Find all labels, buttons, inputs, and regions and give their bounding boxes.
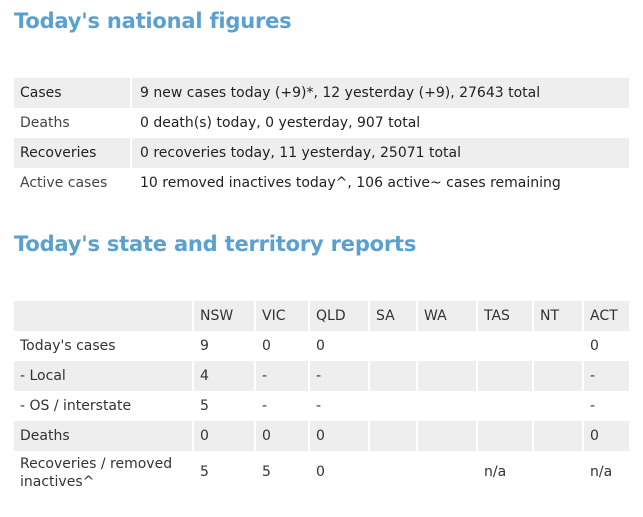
table-cell [532, 451, 582, 493]
table-cell [532, 361, 582, 391]
table-cell [532, 391, 582, 421]
table-cell: 5 [192, 451, 254, 493]
table-cell [476, 391, 532, 421]
state-reports-heading: Today's state and territory reports [14, 232, 417, 256]
table-cell [416, 391, 476, 421]
table-cell: 5 [254, 451, 308, 493]
column-header-tas: TAS [476, 301, 532, 331]
table-cell: 0 [254, 421, 308, 451]
table-row: Recoveries / removed inactives^ 5 5 0 n/… [14, 451, 629, 493]
table-cell: 0 [308, 451, 368, 493]
table-cell [368, 361, 416, 391]
column-header-wa: WA [416, 301, 476, 331]
column-header-qld: QLD [308, 301, 368, 331]
row-label-recoveries: Recoveries [14, 138, 130, 168]
row-value-cases: 9 new cases today (+9)*, 12 yesterday (+… [130, 78, 629, 108]
table-cell [532, 421, 582, 451]
table-cell [368, 421, 416, 451]
column-header-vic: VIC [254, 301, 308, 331]
table-row: Cases 9 new cases today (+9)*, 12 yester… [14, 78, 629, 108]
column-header-act: ACT [582, 301, 629, 331]
table-cell: - [254, 361, 308, 391]
table-cell: 0 [192, 421, 254, 451]
row-label-active-cases: Active cases [20, 175, 108, 191]
table-cell [476, 361, 532, 391]
row-label-deaths: Deaths [20, 115, 70, 131]
row-label-recoveries-removed: Recoveries / removed inactives^ [20, 456, 173, 490]
table-cell [532, 331, 582, 361]
column-header-blank [14, 301, 192, 331]
table-cell: 5 [192, 391, 254, 421]
table-cell [416, 421, 476, 451]
table-cell [368, 331, 416, 361]
table-cell: 4 [192, 361, 254, 391]
column-header-nsw: NSW [192, 301, 254, 331]
table-cell: 0 [308, 331, 368, 361]
table-cell: - [582, 391, 629, 421]
table-cell [368, 391, 416, 421]
column-header-sa: SA [368, 301, 416, 331]
table-row: - OS / interstate 5 - - - [14, 391, 629, 421]
table-cell: 0 [308, 421, 368, 451]
row-value-deaths: 0 death(s) today, 0 yesterday, 907 total [130, 108, 629, 138]
table-row: - Local 4 - - - [14, 361, 629, 391]
table-row: Today's cases 9 0 0 0 [14, 331, 629, 361]
table-header-row: NSW VIC QLD SA WA TAS NT ACT [14, 301, 629, 331]
row-label-todays-cases: Today's cases [20, 338, 116, 354]
table-cell [476, 331, 532, 361]
national-figures-table: Cases 9 new cases today (+9)*, 12 yester… [14, 78, 629, 198]
table-row: Active cases 10 removed inactives today^… [14, 168, 629, 198]
table-row: Recoveries 0 recoveries today, 11 yester… [14, 138, 629, 168]
table-cell: n/a [582, 451, 629, 493]
table-cell: 0 [254, 331, 308, 361]
row-label-deaths: Deaths [14, 421, 192, 451]
national-figures-heading: Today's national figures [14, 9, 292, 33]
column-header-nt: NT [532, 301, 582, 331]
table-cell: - [308, 361, 368, 391]
table-cell [476, 421, 532, 451]
table-cell: 0 [582, 331, 629, 361]
row-value-active-cases: 10 removed inactives today^, 106 active~… [130, 168, 629, 198]
table-cell [416, 361, 476, 391]
row-value-recoveries: 0 recoveries today, 11 yesterday, 25071 … [130, 138, 629, 168]
table-cell: - [582, 361, 629, 391]
row-label-local: - Local [14, 361, 192, 391]
table-cell: 9 [192, 331, 254, 361]
state-reports-table: NSW VIC QLD SA WA TAS NT ACT Today's cas… [14, 301, 629, 493]
table-cell: - [308, 391, 368, 421]
table-cell [368, 451, 416, 493]
row-label-cases: Cases [14, 78, 130, 108]
table-row: Deaths 0 0 0 0 [14, 421, 629, 451]
row-label-os-interstate: - OS / interstate [20, 398, 132, 414]
table-row: Deaths 0 death(s) today, 0 yesterday, 90… [14, 108, 629, 138]
table-cell: - [254, 391, 308, 421]
table-cell: n/a [476, 451, 532, 493]
table-cell: 0 [582, 421, 629, 451]
table-cell [416, 331, 476, 361]
table-cell [416, 451, 476, 493]
